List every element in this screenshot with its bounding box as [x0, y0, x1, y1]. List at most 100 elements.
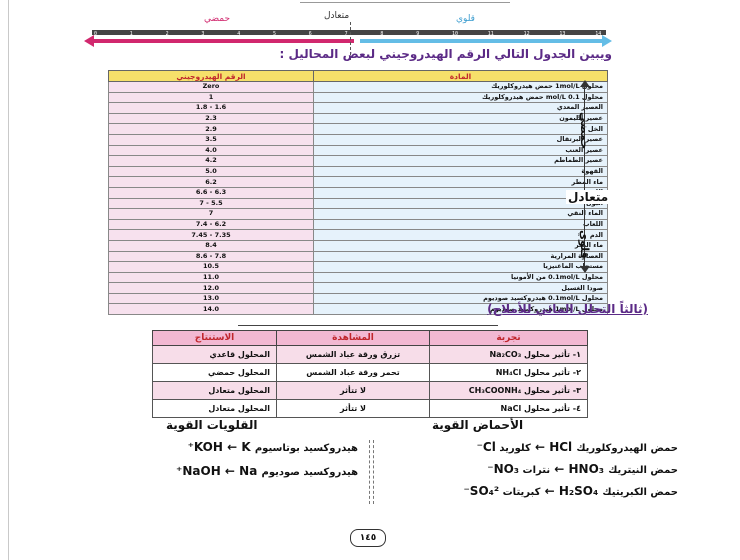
ph-substance: ماء المطر [313, 176, 608, 188]
ph-scale: حمضي متعادل قلوي [0, 0, 740, 60]
ph-table-row: ماء البحر 8.4 [108, 239, 608, 252]
hydrolysis-row: ٢- تأثير محلول NH₄Cl تحمر ورقة عباد الشمس… [152, 363, 588, 382]
ph-value: 6.2 [108, 176, 314, 188]
ph-tick-label: 14 [595, 31, 602, 37]
ion-name: نترات [519, 465, 551, 476]
ph-value: 14.0 [108, 303, 314, 316]
ph-substance: الدم [313, 229, 608, 241]
ph-value: 4.0 [108, 144, 314, 157]
acid-arrow [92, 39, 354, 43]
ph-substance: العصير المعدي [313, 102, 608, 114]
hydrolysis-conclusion: المحلول حمضي [152, 363, 277, 382]
ph-substance: اللبن [313, 186, 608, 199]
page-number: ١٤٥ [350, 529, 386, 547]
arrow-icon: ← [530, 440, 546, 454]
strong-base-item: هيدروكسيد بوتاسيوم KOH ← K⁺ [188, 440, 358, 454]
ph-table-row: مستحلب الماغنيزيا 10.5 [108, 261, 608, 273]
hydrolysis-header-conclusion: الاستنتاج [152, 330, 277, 346]
ph-table-row: عصير البرتقال 3.5 [108, 133, 608, 146]
side-label-acid: حمضي [578, 112, 591, 150]
hydrolysis-row: ٣- تأثير محلول CH₃COONH₄ لا تتأثر المحلول … [152, 381, 588, 400]
column-divider [373, 440, 374, 504]
acid-arrow-head [84, 35, 94, 47]
ph-table-row: الماء النقي 7 [108, 208, 608, 220]
ph-tick-label: 0 [94, 31, 98, 37]
ph-value: 7.35 - 7.45 [108, 229, 314, 241]
ph-ruler [92, 30, 606, 35]
ph-tick-label: 10 [452, 31, 459, 37]
ph-substance: عصير الليمون [313, 112, 608, 125]
strong-base-item: هيدروكسيد صوديوم NaOH ← Na⁺ [176, 464, 358, 478]
hydrolysis-experiment: ٣- تأثير محلول CH₃COONH₄ [429, 381, 588, 400]
intro-text: ويبين الجدول التالي الرقم الهيدروجيني لب… [279, 47, 612, 61]
hydrolysis-observation: لا تتأثر [276, 399, 430, 418]
neutral-line [350, 22, 351, 60]
strong-acid-item: حمض الكبريتيك H₂SO₄ ← كبريتات SO₄²⁻ [463, 484, 678, 498]
acid-formula: HNO₃ [564, 462, 609, 476]
ph-value: 6.2 - 7.4 [108, 218, 314, 231]
ph-tick-label: 12 [523, 31, 530, 37]
arrow-icon: ← [550, 462, 565, 476]
hydrolysis-conclusion: المحلول قاعدي [152, 345, 277, 364]
section-rule [238, 325, 498, 326]
hydrolysis-observation: تزرق ورقة عباد الشمس [276, 345, 430, 364]
ph-value: 5.5 - 7 [108, 197, 314, 210]
page-border [8, 0, 9, 560]
hydrolysis-header-observation: المشاهدة [276, 330, 430, 346]
strong-acids-title: الأحماض القوية [432, 418, 524, 432]
ph-value: Zero [108, 81, 314, 93]
ph-value: 13.0 [108, 292, 314, 305]
ph-table-row: صودا الغسيل 12.0 [108, 282, 608, 294]
ph-substance: اللعاب [313, 218, 608, 231]
ph-tick-label: 11 [487, 31, 494, 37]
ph-tick-label: 2 [165, 31, 169, 37]
ion-name: كبريتات [499, 487, 541, 498]
ion-formula: K⁺ [187, 440, 251, 454]
ph-substance: العصارة المرارية [313, 250, 608, 263]
ph-substance: محلول 0.1mol/L من الأمونيا [313, 271, 608, 284]
acid-name: حمض الكبريتيك [602, 487, 678, 498]
ph-tick-label: 5 [273, 31, 277, 37]
ion-name: كلوريد [495, 443, 531, 454]
ph-substance: الماء النقي [313, 208, 608, 220]
ph-table-row: عصير العنب 4.0 [108, 144, 608, 157]
ph-value: 2.9 [108, 123, 314, 135]
ph-tick-label: 8 [380, 31, 384, 37]
ph-substance: محلول 1mol/L هيدروكسيد صوديوم [313, 303, 608, 316]
base-name: هيدروكسيد صوديوم [261, 467, 358, 478]
ph-table-header-ph: الرقم الهيدروجيني [108, 70, 314, 82]
hydrolysis-experiment: ٢- تأثير محلول NH₄Cl [429, 363, 588, 382]
ph-substance: محلول 1mol/L حمض هيدروكلوريك [313, 81, 608, 93]
base-arrow-head [602, 35, 612, 47]
ph-value: 3.5 [108, 133, 314, 146]
down-arrow-icon [580, 266, 590, 273]
ph-tick-label: 4 [237, 31, 241, 37]
ion-formula: Na⁺ [176, 464, 258, 478]
ph-substance: البول [313, 197, 608, 210]
ph-value: 6.3 - 6.6 [108, 186, 314, 199]
ph-table-row: عصير الطماطم 4.2 [108, 155, 608, 167]
acid-formula: H₂SO₄ [554, 484, 603, 498]
arrow-icon: ← [224, 464, 240, 478]
ph-table-row: عصير الليمون 2.3 [108, 112, 608, 125]
hydrolysis-experiment: ٤- تأثير محلول NaCl [429, 399, 588, 418]
acid-name: حمض الهيدروكلوريك [576, 443, 678, 454]
hydrolysis-header-experiment: تجربة [429, 330, 588, 346]
hydrolysis-row: ١- تأثير محلول Na₂CO₃ تزرق ورقة عباد الشم… [152, 345, 588, 364]
acid-name: حمض النيتريك [608, 465, 678, 476]
strong-acid-item: حمض الهيدروكلوريك HCl ← كلوريد Cl⁻ [477, 440, 678, 454]
ph-table-row: محلول 1mol/L حمض هيدروكلوريك Zero [108, 81, 608, 93]
side-label-base: قلوي [578, 230, 591, 259]
ph-table-row: الخل 2.9 [108, 123, 608, 135]
scale-neutral-label: متعادل [324, 11, 350, 21]
ph-value: 2.3 [108, 112, 314, 125]
up-arrow-icon [580, 80, 590, 87]
ph-substance: الخل [313, 123, 608, 135]
ph-table-row: محلول 0.1mol/L من الأمونيا 11.0 [108, 271, 608, 284]
ph-tick-label: 1 [129, 31, 133, 37]
column-divider [369, 440, 370, 504]
top-rule [300, 2, 510, 3]
ph-substance: عصير الطماطم [313, 155, 608, 167]
hydrolysis-conclusion: المحلول متعادل [152, 399, 277, 418]
ph-substance: محلول 0.1mol/L هيدروكسيد صوديوم [313, 292, 608, 305]
